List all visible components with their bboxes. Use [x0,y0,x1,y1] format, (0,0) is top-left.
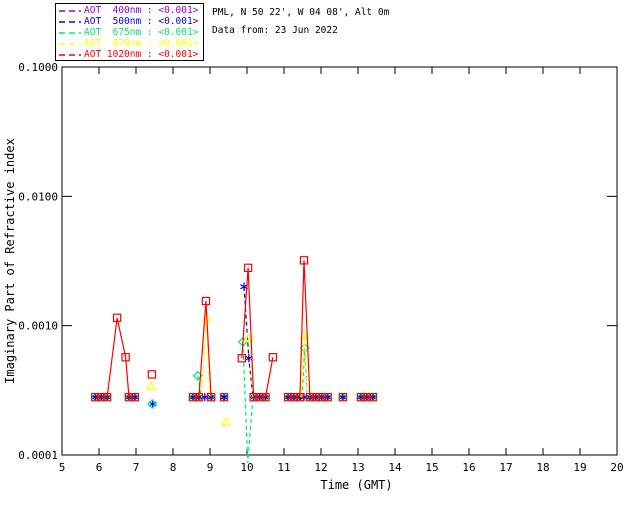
series-aot-1020nm [91,256,378,402]
plot-header: PML, N 50 22', W 04 08', Alt 0m Data fro… [212,4,389,40]
x-tick-label: 5 [59,461,66,474]
x-tick-label: 13 [351,461,364,474]
series-aot-500nm [148,282,308,409]
y-axis-title: Imaginary Part of Refractive index [3,138,17,384]
legend-entry-label: AOT 400nm : <0.001> [84,5,199,16]
x-tick-label: 9 [207,461,214,474]
y-axis: 0.1000 0.0100 0.0010 0.0001 Imaginary Part o… [3,61,617,462]
series-aot-870nm [146,312,310,426]
legend-entry-400nm: AOT 400nm : <0.001> [56,5,203,16]
legend-entry-1020nm: AOT 1020nm : <0.001> [56,49,203,60]
x-tick-label: 15 [425,461,438,474]
y-tick-label: 0.1000 [18,61,58,74]
y-tick-label: 0.0001 [18,449,58,462]
x-tick-label: 16 [462,461,475,474]
station-title: PML, N 50 22', W 04 08', Alt 0m [212,7,390,18]
legend-entry-label: AOT 500nm : <0.001> [84,16,199,27]
legend-dash-icon [59,53,81,56]
x-tick-label: 18 [536,461,549,474]
y-tick-label: 0.0100 [18,190,58,203]
x-tick-label: 6 [96,461,103,474]
legend-dash-icon [59,9,81,12]
legend-box: AOT 400nm : <0.001> AOT 500nm : <0.001> AO… [55,3,204,61]
legend-entry-500nm: AOT 500nm : <0.001> [56,16,203,27]
legend-dash-icon [59,20,81,23]
date-subtitle: Data from: 23 Jun 2022 [212,25,338,36]
legend-entry-675nm: AOT 675nm : <0.001> [56,27,203,38]
x-tick-label: 19 [573,461,586,474]
axes [61,66,618,456]
x-tick-label: 8 [170,461,177,474]
x-tick-label: 11 [277,461,290,474]
x-tick-label: 12 [314,461,327,474]
legend-entry-870nm: AOT 870nm : <0.001> [56,38,203,49]
legend-entry-label: AOT 1020nm : <0.001> [84,49,199,60]
x-tick-label: 14 [388,461,402,474]
legend-entry-label: AOT 870nm : <0.001> [84,38,199,49]
x-tick-label: 10 [240,461,253,474]
x-axis: 5 6 7 8 9 10 11 12 13 14 15 16 17 18 19 20 Time (GMT) [59,67,624,492]
x-tick-label: 7 [133,461,140,474]
legend-dash-icon [59,31,81,34]
x-tick-label: 20 [610,461,623,474]
legend-dash-icon [59,42,81,45]
x-axis-title: Time (GMT) [320,478,392,492]
x-tick-label: 17 [499,461,512,474]
y-tick-label: 0.0010 [18,320,58,333]
legend-entry-label: AOT 675nm : <0.001> [84,27,199,38]
